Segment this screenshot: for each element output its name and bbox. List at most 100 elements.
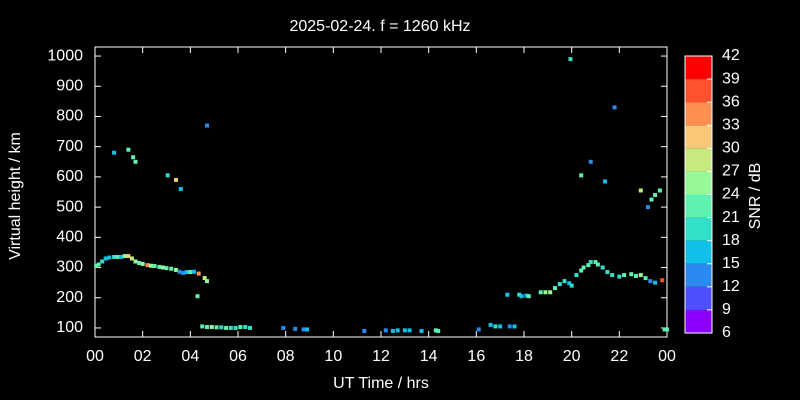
data-point xyxy=(126,254,131,259)
data-point xyxy=(140,261,145,266)
data-point xyxy=(603,179,608,184)
data-point xyxy=(622,273,627,278)
x-tick-label: 10 xyxy=(324,348,342,365)
y-tick-label: 700 xyxy=(56,138,83,155)
chart-title: 2025-02-24. f = 1260 kHz xyxy=(289,18,470,35)
data-point xyxy=(600,265,605,270)
data-point xyxy=(224,325,229,330)
data-point xyxy=(665,327,669,332)
colorbar-tick-label: 12 xyxy=(722,278,740,295)
data-point xyxy=(119,254,124,259)
data-point xyxy=(191,269,196,274)
data-point xyxy=(588,260,593,265)
colorbar-band xyxy=(685,217,712,241)
x-axis-label: UT Time / hrs xyxy=(333,375,429,392)
data-point xyxy=(657,188,662,193)
data-point xyxy=(115,254,120,259)
data-point xyxy=(493,324,498,329)
data-point xyxy=(133,259,138,264)
data-point xyxy=(581,265,586,270)
data-point xyxy=(137,260,142,265)
colorbar-band xyxy=(685,56,712,80)
data-point xyxy=(419,328,424,333)
x-tick-label: 02 xyxy=(134,348,152,365)
data-point xyxy=(557,282,562,287)
colorbar-tick-label: 21 xyxy=(722,209,740,226)
colorbar-tick-label: 36 xyxy=(722,93,740,110)
data-point xyxy=(653,193,658,198)
data-point xyxy=(174,267,179,272)
data-point xyxy=(243,325,248,330)
data-point xyxy=(362,328,367,333)
data-point xyxy=(433,328,438,333)
data-point xyxy=(122,254,127,259)
y-axis-label: Virtual height / km xyxy=(7,132,24,260)
data-point xyxy=(517,292,522,297)
colorbar-tick-label: 33 xyxy=(722,116,740,133)
x-tick-label: 04 xyxy=(181,348,199,365)
colorbar-tick-label: 39 xyxy=(722,70,740,87)
y-tick-label: 400 xyxy=(56,229,83,246)
colorbar-tick-label: 15 xyxy=(722,255,740,272)
x-tick-label: 18 xyxy=(515,348,533,365)
data-point xyxy=(145,263,150,268)
data-point xyxy=(579,173,584,178)
data-point xyxy=(524,293,529,298)
data-point xyxy=(107,255,112,260)
colorbar-band xyxy=(685,263,712,287)
x-tick-label: 12 xyxy=(372,348,390,365)
colorbar-tick-label: 42 xyxy=(722,47,740,64)
data-point xyxy=(100,259,105,264)
data-point xyxy=(488,322,493,327)
x-tick-label: 08 xyxy=(277,348,295,365)
data-point xyxy=(164,266,169,271)
colorbar-band xyxy=(685,102,712,126)
data-point xyxy=(579,268,584,273)
data-point xyxy=(519,294,524,299)
data-point xyxy=(512,324,517,329)
data-point xyxy=(593,260,598,265)
y-tick-label: 300 xyxy=(56,259,83,276)
data-point xyxy=(149,263,154,268)
colorbar-tick-label: 6 xyxy=(722,324,731,341)
colorbar-band xyxy=(685,194,712,218)
data-point xyxy=(562,279,567,284)
x-tick-label: 00 xyxy=(86,348,104,365)
data-point xyxy=(476,327,481,332)
data-point xyxy=(660,278,665,283)
x-tick-label: 20 xyxy=(563,348,581,365)
y-tick-label: 500 xyxy=(56,198,83,215)
data-point xyxy=(247,325,252,330)
data-point xyxy=(586,263,591,268)
y-tick-label: 800 xyxy=(56,108,83,125)
colorbar-label: SNR / dB xyxy=(747,163,764,230)
data-point xyxy=(662,327,667,332)
colorbar-band xyxy=(685,125,712,149)
data-point xyxy=(648,279,653,284)
colorbar-tick-label: 18 xyxy=(722,232,740,249)
data-point xyxy=(205,325,210,330)
data-point xyxy=(543,290,548,295)
data-point xyxy=(205,279,210,284)
x-tick-label: 00 xyxy=(658,348,676,365)
y-tick-label: 600 xyxy=(56,168,83,185)
colorbar-tick-label: 24 xyxy=(722,186,740,203)
data-point xyxy=(526,294,531,299)
data-point xyxy=(552,286,557,291)
y-tick-label: 900 xyxy=(56,77,83,94)
colorbar-band xyxy=(685,79,712,103)
data-point xyxy=(181,270,186,275)
data-point xyxy=(202,276,207,281)
data-point xyxy=(301,327,306,332)
data-point xyxy=(157,264,162,269)
data-point xyxy=(178,186,183,191)
data-point xyxy=(219,325,224,330)
y-tick-label: 100 xyxy=(56,319,83,336)
data-point xyxy=(617,274,622,279)
data-point xyxy=(228,325,233,330)
data-point xyxy=(643,276,648,281)
data-point xyxy=(605,270,610,275)
data-point xyxy=(205,123,210,128)
colorbar-band xyxy=(685,286,712,310)
